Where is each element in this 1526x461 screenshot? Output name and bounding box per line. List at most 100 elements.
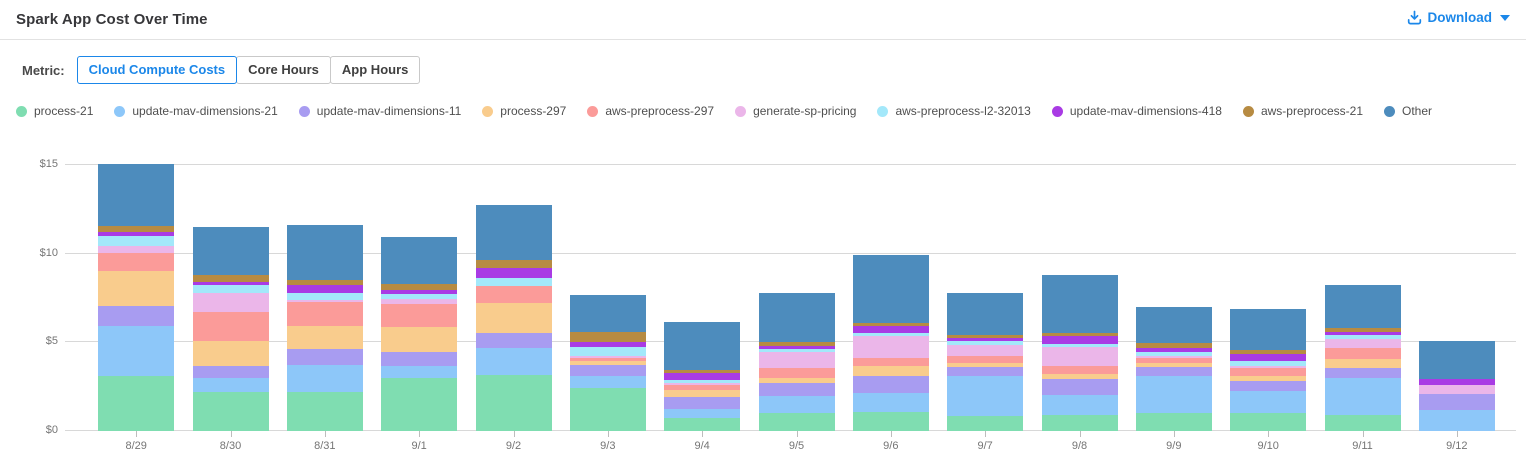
bar-segment-update-mav-dimensions-21[interactable] (192, 378, 269, 393)
bar-segment-update-mav-dimensions-418[interactable] (475, 268, 552, 278)
bar-segment-aws-preprocess-297[interactable] (852, 358, 929, 366)
bar-segment-other[interactable] (852, 254, 929, 324)
bar-segment-generate-sp-pricing[interactable] (1135, 356, 1212, 358)
bar-segment-other[interactable] (98, 164, 175, 226)
bar-segment-aws-preprocess-21[interactable] (758, 342, 835, 347)
bar-9-8[interactable] (1041, 275, 1118, 431)
bar-segment-process-21[interactable] (98, 375, 175, 431)
bar-segment-aws-preprocess-297[interactable] (381, 303, 458, 328)
bar-segment-aws-preprocess-297[interactable] (569, 357, 646, 362)
bar-segment-generate-sp-pricing[interactable] (569, 356, 646, 358)
bar-8-31[interactable] (286, 225, 363, 431)
bar-segment-generate-sp-pricing[interactable] (1324, 338, 1401, 348)
bar-segment-process-297[interactable] (475, 302, 552, 334)
legend-item-generate-sp-pricing[interactable]: generate-sp-pricing (735, 104, 856, 118)
bar-segment-update-mav-dimensions-21[interactable] (1230, 391, 1307, 413)
bar-segment-process-21[interactable] (758, 412, 835, 431)
bar-segment-other[interactable] (192, 226, 269, 275)
bar-segment-update-mav-dimensions-11[interactable] (758, 383, 835, 397)
bar-segment-aws-preprocess-21[interactable] (852, 323, 929, 327)
bar-segment-update-mav-dimensions-21[interactable] (475, 348, 552, 376)
bar-segment-other[interactable] (569, 294, 646, 333)
bar-segment-update-mav-dimensions-21[interactable] (758, 396, 835, 413)
bar-9-11[interactable] (1324, 285, 1401, 431)
bar-segment-update-mav-dimensions-418[interactable] (1324, 332, 1401, 335)
bar-segment-process-297[interactable] (664, 390, 741, 397)
bar-segment-aws-preprocess-297[interactable] (475, 286, 552, 303)
bar-segment-update-mav-dimensions-418[interactable] (852, 326, 929, 334)
bar-segment-update-mav-dimensions-11[interactable] (98, 306, 175, 327)
bar-segment-generate-sp-pricing[interactable] (852, 335, 929, 359)
bar-segment-update-mav-dimensions-11[interactable] (381, 352, 458, 367)
bar-segment-process-297[interactable] (569, 361, 646, 365)
bar-9-9[interactable] (1135, 306, 1212, 431)
bar-segment-update-mav-dimensions-21[interactable] (947, 376, 1024, 416)
bar-segment-update-mav-dimensions-11[interactable] (475, 333, 552, 349)
bar-segment-aws-preprocess-l2-32013[interactable] (286, 293, 363, 301)
legend-item-update-mav-dimensions-21[interactable]: update-mav-dimensions-21 (114, 104, 278, 118)
bar-segment-aws-preprocess-297[interactable] (758, 368, 835, 379)
bar-segment-update-mav-dimensions-418[interactable] (1041, 336, 1118, 344)
bar-segment-update-mav-dimensions-11[interactable] (1418, 394, 1495, 410)
bar-segment-aws-preprocess-l2-32013[interactable] (947, 340, 1024, 345)
bar-segment-process-21[interactable] (1135, 412, 1212, 431)
bar-segment-generate-sp-pricing[interactable] (286, 300, 363, 303)
bar-segment-update-mav-dimensions-11[interactable] (1324, 367, 1401, 378)
bar-segment-update-mav-dimensions-418[interactable] (758, 346, 835, 349)
bar-segment-aws-preprocess-297[interactable] (286, 302, 363, 327)
bar-segment-process-297[interactable] (381, 327, 458, 353)
bar-segment-generate-sp-pricing[interactable] (1418, 385, 1495, 395)
bar-segment-aws-preprocess-297[interactable] (192, 312, 269, 341)
bar-segment-process-21[interactable] (1324, 414, 1401, 431)
bar-9-6[interactable] (852, 254, 929, 431)
bar-segment-update-mav-dimensions-21[interactable] (1135, 376, 1212, 413)
bar-segment-update-mav-dimensions-21[interactable] (569, 375, 646, 388)
bar-segment-process-297[interactable] (1135, 362, 1212, 367)
bar-segment-process-21[interactable] (569, 387, 646, 431)
bar-segment-update-mav-dimensions-21[interactable] (852, 392, 929, 412)
bar-segment-aws-preprocess-21[interactable] (1230, 349, 1307, 354)
bar-segment-other[interactable] (1324, 285, 1401, 328)
bar-segment-update-mav-dimensions-11[interactable] (1135, 367, 1212, 377)
bar-segment-aws-preprocess-21[interactable] (286, 279, 363, 286)
bar-9-12[interactable] (1418, 340, 1495, 431)
bar-segment-update-mav-dimensions-21[interactable] (98, 326, 175, 376)
bar-segment-generate-sp-pricing[interactable] (664, 382, 741, 386)
bar-segment-aws-preprocess-297[interactable] (1041, 366, 1118, 374)
bar-segment-aws-preprocess-l2-32013[interactable] (664, 380, 741, 383)
bar-segment-process-297[interactable] (1230, 376, 1307, 382)
bar-segment-aws-preprocess-l2-32013[interactable] (1324, 334, 1401, 339)
bar-segment-update-mav-dimensions-21[interactable] (664, 408, 741, 418)
bar-segment-aws-preprocess-l2-32013[interactable] (381, 293, 458, 299)
bar-segment-aws-preprocess-l2-32013[interactable] (1230, 361, 1307, 366)
bar-segment-update-mav-dimensions-21[interactable] (1418, 409, 1495, 431)
bar-segment-update-mav-dimensions-11[interactable] (1230, 381, 1307, 392)
download-button[interactable]: Download (1407, 10, 1510, 25)
bar-segment-process-21[interactable] (475, 375, 552, 431)
bar-segment-aws-preprocess-21[interactable] (1041, 333, 1118, 337)
bar-segment-generate-sp-pricing[interactable] (98, 246, 175, 253)
bar-segment-process-297[interactable] (947, 362, 1024, 368)
bar-segment-aws-preprocess-l2-32013[interactable] (192, 285, 269, 293)
bar-segment-generate-sp-pricing[interactable] (758, 352, 835, 369)
bar-9-10[interactable] (1230, 308, 1307, 431)
legend-item-aws-preprocess-21[interactable]: aws-preprocess-21 (1242, 104, 1363, 118)
bar-segment-generate-sp-pricing[interactable] (1230, 365, 1307, 369)
bar-segment-other[interactable] (1041, 275, 1118, 334)
bar-segment-process-297[interactable] (758, 378, 835, 384)
bar-segment-process-297[interactable] (286, 326, 363, 349)
bar-9-3[interactable] (569, 294, 646, 431)
bar-segment-aws-preprocess-l2-32013[interactable] (852, 333, 929, 336)
bar-segment-aws-preprocess-21[interactable] (1324, 327, 1401, 333)
bar-9-4[interactable] (664, 322, 741, 431)
bar-segment-aws-preprocess-297[interactable] (947, 356, 1024, 363)
bar-segment-update-mav-dimensions-418[interactable] (98, 231, 175, 236)
legend-item-update-mav-dimensions-11[interactable]: update-mav-dimensions-11 (298, 104, 461, 118)
bar-segment-update-mav-dimensions-11[interactable] (664, 396, 741, 409)
bar-segment-aws-preprocess-l2-32013[interactable] (475, 277, 552, 287)
bar-segment-aws-preprocess-21[interactable] (475, 260, 552, 269)
bar-segment-aws-preprocess-l2-32013[interactable] (569, 346, 646, 357)
bar-segment-update-mav-dimensions-418[interactable] (381, 290, 458, 294)
bar-segment-update-mav-dimensions-11[interactable] (569, 364, 646, 376)
bar-9-1[interactable] (381, 237, 458, 431)
